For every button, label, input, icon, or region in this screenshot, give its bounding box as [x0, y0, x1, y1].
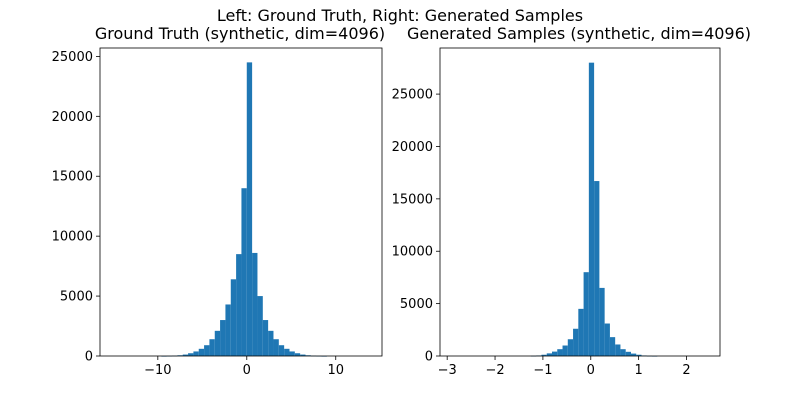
right-histogram-bar	[604, 323, 610, 356]
right-histogram-bar	[620, 349, 626, 356]
right-y-tick-label: 25000	[392, 88, 433, 103]
left-histogram-bar	[278, 345, 285, 356]
right-x-tick-label: 0	[587, 363, 595, 378]
left-histogram-bar	[284, 348, 290, 356]
left-histogram-bar	[294, 353, 301, 356]
right-histogram-bar	[594, 181, 600, 356]
figure-suptitle: Left: Ground Truth, Right: Generated Sam…	[216, 6, 584, 25]
left-histogram-bar	[182, 354, 189, 356]
right-x-tick-label: −2	[485, 363, 504, 378]
right-y-tick-label: 15000	[392, 192, 433, 207]
right-histogram-bar	[578, 308, 584, 356]
right-x-tick-label: 2	[682, 363, 690, 378]
right-histogram-bar	[573, 328, 579, 356]
left-histogram-bar	[252, 252, 258, 356]
left-histogram-bar	[198, 348, 205, 356]
left-histogram-bar	[220, 320, 226, 356]
left-histogram-bar	[262, 320, 269, 356]
right-axes-frame	[439, 47, 721, 357]
left-panel-title: Ground Truth (synthetic, dim=4096)	[94, 24, 386, 43]
left-histogram-bar	[214, 330, 221, 356]
left-y-tick-label: 20000	[52, 110, 93, 125]
right-x-tick-label: −1	[533, 363, 552, 378]
left-histogram-bar	[241, 188, 247, 356]
left-histogram-bar	[268, 330, 274, 356]
right-histogram-bar	[583, 272, 589, 356]
right-histogram-bar	[615, 344, 621, 356]
left-histogram-bar	[236, 254, 242, 356]
left-histogram-bar	[300, 354, 306, 356]
left-histogram-bar	[204, 345, 210, 356]
left-y-tick-label: 5000	[60, 290, 93, 305]
left-histogram-bar	[230, 279, 237, 356]
right-y-tick-label: 20000	[392, 140, 433, 155]
right-histogram-bar	[562, 345, 568, 356]
right-histogram-bar	[541, 354, 547, 356]
right-histogram-bar	[625, 351, 631, 356]
left-y-tick-label: 0	[85, 350, 93, 365]
left-histogram-bar	[246, 62, 253, 356]
right-histogram-bar	[588, 62, 595, 357]
right-y-tick-label: 0	[425, 350, 433, 365]
right-x-tick-label: 1	[634, 363, 642, 378]
right-histogram-bar	[599, 287, 605, 356]
right-x-tick-label: −3	[438, 363, 457, 378]
right-histogram-bar	[557, 349, 563, 356]
left-axes-frame	[99, 47, 383, 357]
left-x-tick-label: 10	[327, 363, 344, 378]
right-histogram-bar	[552, 351, 558, 356]
right-histogram-bar	[546, 353, 552, 356]
right-histogram-bar	[636, 354, 642, 356]
right-y-tick-label: 10000	[392, 245, 433, 260]
right-histogram-bar	[630, 353, 637, 356]
right-histogram-bar	[567, 339, 574, 356]
right-histogram-bar	[609, 337, 616, 356]
left-y-tick-label: 25000	[52, 50, 93, 65]
left-histogram-bar	[289, 351, 295, 356]
left-x-tick-label: 0	[243, 363, 251, 378]
left-histogram-bar	[257, 296, 263, 356]
left-y-tick-label: 15000	[52, 170, 93, 185]
left-histogram-bar	[225, 304, 231, 356]
left-histogram-bar	[273, 339, 279, 356]
left-x-tick-label: −10	[144, 363, 171, 378]
left-y-tick-label: 10000	[52, 230, 93, 245]
left-histogram-bar	[188, 353, 194, 356]
right-panel-title: Generated Samples (synthetic, dim=4096)	[406, 24, 752, 43]
left-histogram-bar	[193, 351, 199, 356]
left-histogram-bar	[209, 339, 215, 356]
right-y-tick-label: 5000	[400, 297, 433, 312]
